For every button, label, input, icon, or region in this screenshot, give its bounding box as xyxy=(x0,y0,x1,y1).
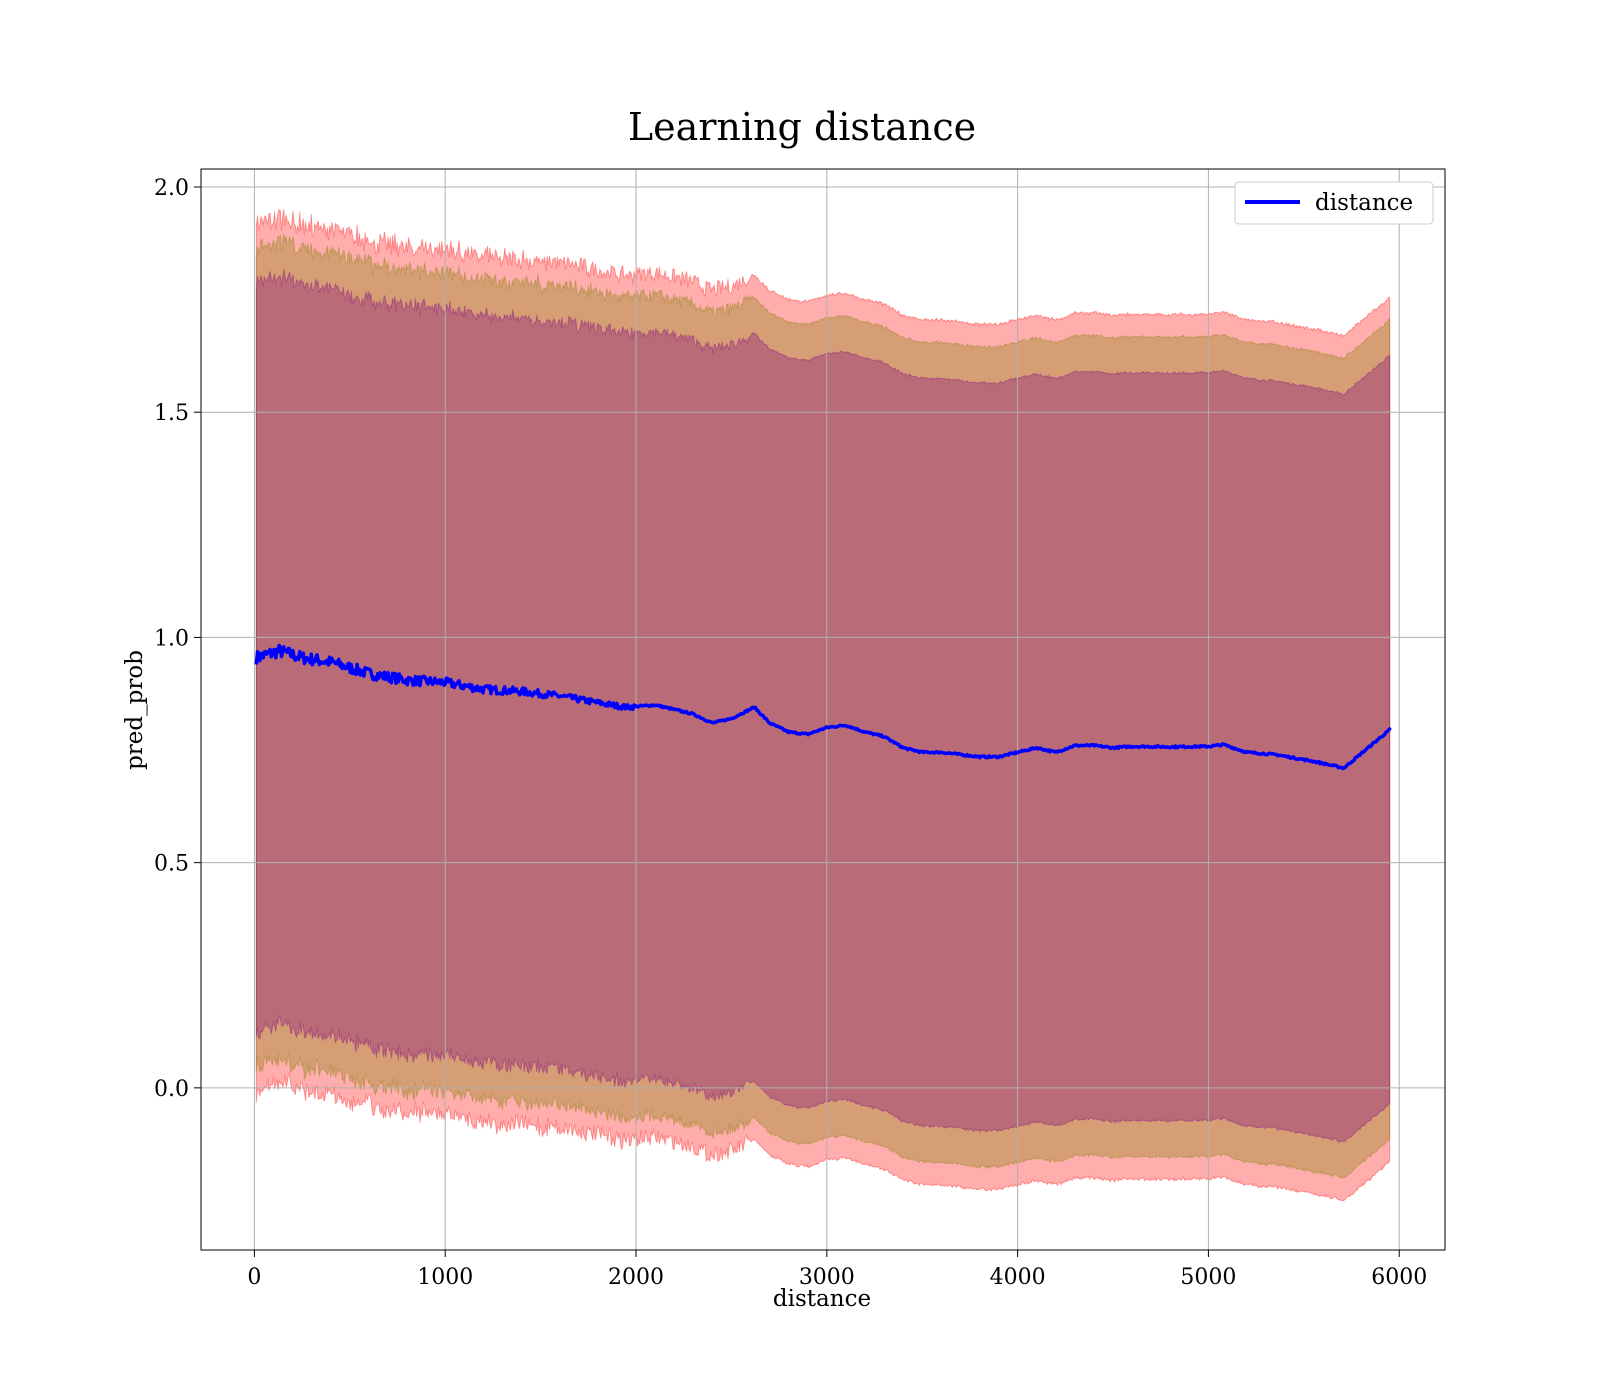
y-tick-label: 2.0 xyxy=(154,176,189,201)
x-tick-label: 2000 xyxy=(608,1265,664,1290)
band-inner xyxy=(255,269,1391,1143)
x-tick-label: 1000 xyxy=(417,1265,473,1290)
y-tick-label: 0.5 xyxy=(154,852,189,877)
series-line-distance xyxy=(254,643,1392,771)
x-axis-ticks: 0 1000 2000 3000 4000 5000 6000 xyxy=(247,1250,1427,1290)
confidence-bands xyxy=(255,208,1391,1202)
band-middle xyxy=(255,233,1391,1179)
plot-background xyxy=(201,169,1445,1250)
plot-frame xyxy=(200,168,1446,1251)
x-tick-label: 5000 xyxy=(1180,1265,1236,1290)
grid xyxy=(201,169,1445,1250)
x-tick-label: 6000 xyxy=(1371,1265,1427,1290)
y-tick-label: 0.0 xyxy=(154,1077,189,1102)
y-axis-label: pred_prob xyxy=(122,650,148,770)
y-axis-ticks: 0.0 0.5 1.0 1.5 2.0 xyxy=(154,176,201,1102)
x-axis-label: distance xyxy=(773,1286,871,1312)
legend-box xyxy=(1234,181,1434,225)
x-tick-label: 4000 xyxy=(990,1265,1046,1290)
x-tick-label: 3000 xyxy=(799,1265,855,1290)
y-tick-label: 1.5 xyxy=(154,401,189,426)
band-outer xyxy=(255,208,1391,1202)
x-tick-label: 0 xyxy=(247,1265,261,1290)
plot-area xyxy=(200,168,1446,1251)
series-lines xyxy=(254,643,1392,771)
chart-title: Learning distance xyxy=(628,105,976,149)
legend-label-distance: distance xyxy=(1315,190,1413,216)
y-tick-label: 1.0 xyxy=(154,626,189,651)
legend: distance xyxy=(1234,181,1434,225)
